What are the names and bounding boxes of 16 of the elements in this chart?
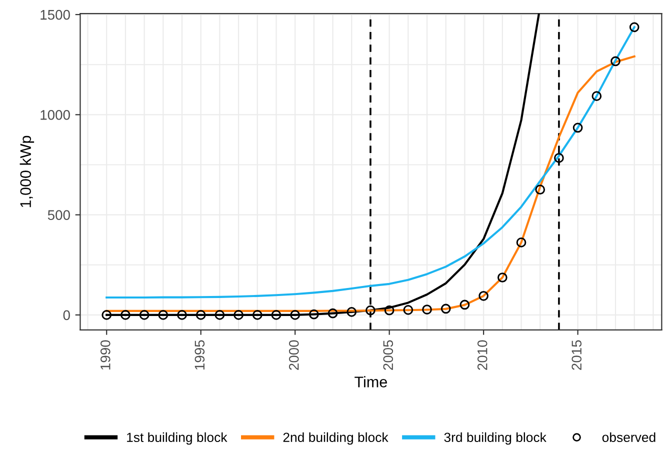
- legend-label: observed: [602, 432, 656, 442]
- legend-label: 1st building block: [127, 432, 228, 445]
- y-tick-label: 500: [48, 210, 70, 220]
- x-tick-label: 2010: [477, 340, 488, 370]
- y-tick-label: 0: [63, 310, 70, 320]
- x-tick-label: 2000: [288, 340, 299, 370]
- y-axis-title: 1,000 kWp: [20, 136, 34, 208]
- x-axis-title: Time: [354, 376, 387, 388]
- legend-label: 3rd building block: [444, 432, 546, 445]
- legend-label: 2nd building block: [283, 432, 388, 445]
- y-tick-label: 1000: [40, 110, 70, 120]
- x-tick-label: 1990: [100, 340, 110, 370]
- x-tick-label: 1995: [194, 340, 205, 370]
- x-tick-label: 2005: [383, 340, 394, 370]
- y-tick-label: 1500: [40, 10, 70, 20]
- x-tick-label: 2015: [572, 340, 582, 370]
